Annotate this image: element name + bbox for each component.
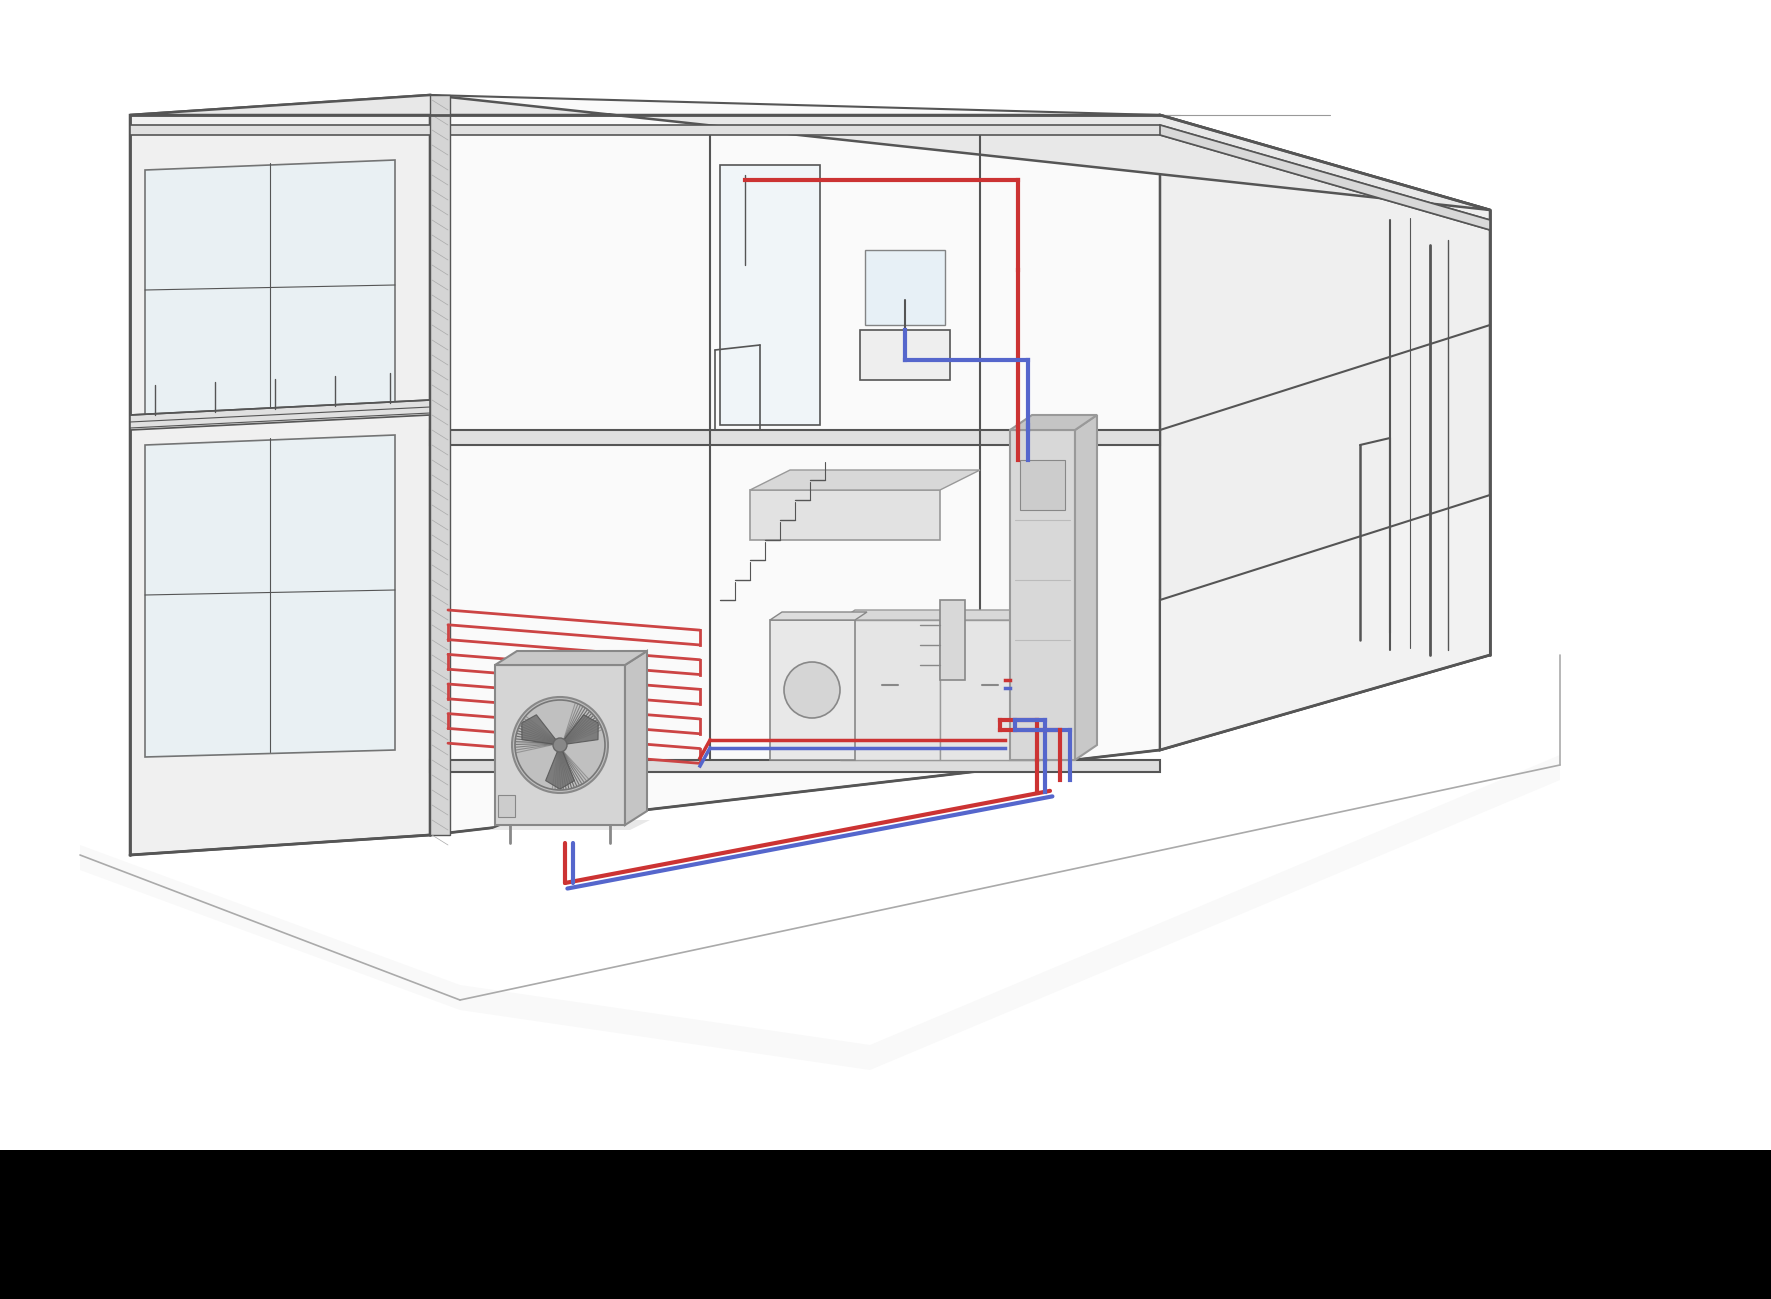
Polygon shape xyxy=(1020,460,1064,511)
Polygon shape xyxy=(749,470,979,490)
Polygon shape xyxy=(522,714,560,746)
Circle shape xyxy=(512,698,607,792)
Polygon shape xyxy=(496,651,646,665)
Polygon shape xyxy=(430,95,450,835)
Polygon shape xyxy=(1160,116,1489,750)
Polygon shape xyxy=(430,430,1160,446)
Polygon shape xyxy=(940,611,1056,620)
Polygon shape xyxy=(129,125,1489,230)
Polygon shape xyxy=(129,95,430,855)
Polygon shape xyxy=(1160,495,1489,750)
Polygon shape xyxy=(839,611,955,620)
Polygon shape xyxy=(145,435,395,757)
Polygon shape xyxy=(864,249,946,325)
Polygon shape xyxy=(496,665,625,825)
Polygon shape xyxy=(430,760,1160,772)
Polygon shape xyxy=(749,490,940,540)
Circle shape xyxy=(553,738,567,752)
Polygon shape xyxy=(129,400,430,430)
Polygon shape xyxy=(1075,414,1096,760)
Polygon shape xyxy=(560,714,599,746)
Polygon shape xyxy=(80,755,1560,1070)
Circle shape xyxy=(785,662,839,718)
Polygon shape xyxy=(1009,430,1075,760)
Polygon shape xyxy=(721,165,820,425)
Polygon shape xyxy=(1160,125,1489,230)
Polygon shape xyxy=(430,95,1160,835)
Polygon shape xyxy=(545,746,574,790)
Polygon shape xyxy=(491,820,650,830)
Polygon shape xyxy=(940,600,965,679)
Polygon shape xyxy=(940,620,1040,760)
Polygon shape xyxy=(625,651,646,825)
Polygon shape xyxy=(129,95,1489,210)
Polygon shape xyxy=(770,612,868,620)
Polygon shape xyxy=(1009,414,1096,430)
Polygon shape xyxy=(498,795,515,817)
Polygon shape xyxy=(839,620,940,760)
Polygon shape xyxy=(861,330,949,381)
Polygon shape xyxy=(145,160,395,414)
Polygon shape xyxy=(770,620,855,760)
Bar xyxy=(0,1150,1771,1299)
